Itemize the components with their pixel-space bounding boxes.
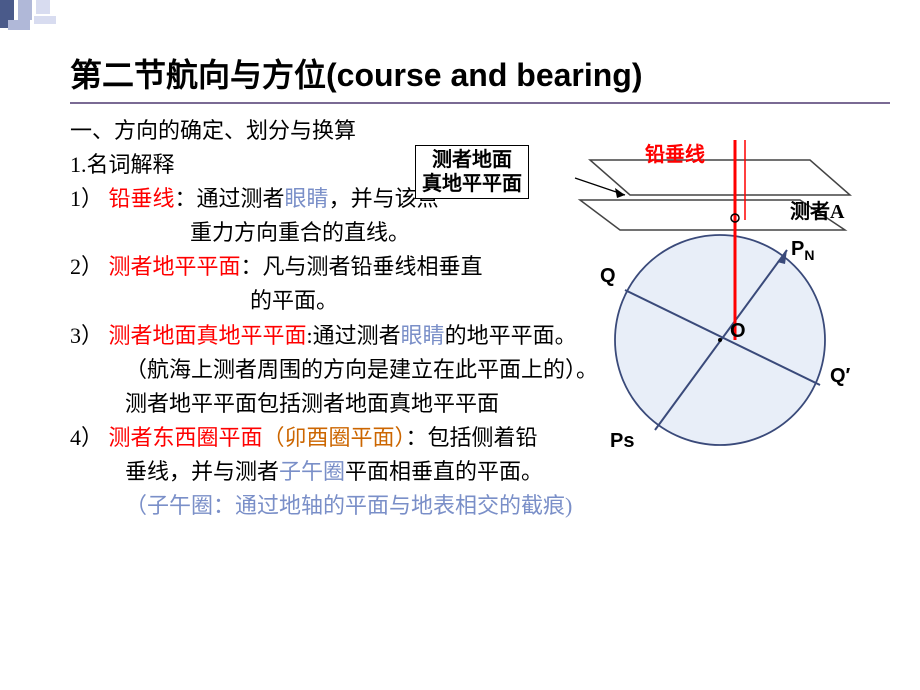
plane-upper (590, 160, 850, 195)
heading-terms: 1.名词解释 (70, 148, 630, 182)
item1-text1: ：通过测者 (175, 186, 285, 211)
item4-num: 4） (70, 425, 103, 450)
callout-box: 测者地面 真地平平面 (415, 145, 529, 199)
item3-num: 3） (70, 323, 103, 348)
item4-blue: 子午圈 (279, 459, 345, 484)
item-4-note: （子午圈：通过地轴的平面与地表相交的截痕) (70, 489, 630, 523)
item-3-line1: 3） 测者地面真地平平面:通过测者眼睛的地平平面。 (70, 319, 630, 353)
item2-term: 测者地平平面 (109, 254, 241, 279)
item4-note-a: （ (125, 493, 147, 518)
item-4-line1: 4） 测者东西圈平面（卯酉圈平面）：包括侧着铅 (70, 421, 630, 455)
item-3-note: （航海上测者周围的方向是建立在此平面上的）。 (70, 353, 630, 387)
callout-line2: 真地平平面 (422, 173, 522, 195)
label-PN: PN (791, 238, 814, 263)
label-PN-sub: N (804, 247, 814, 263)
item3-text1: :通过测者 (307, 323, 401, 348)
label-plumb: 铅垂线 (645, 138, 705, 167)
item-1-line1: 1） 铅垂线：通过测者眼睛，并与该点 (70, 182, 630, 216)
item-3-line3: 测者地平平面包括测者地面真地平平面 (70, 387, 630, 421)
callout-line1: 测者地面 (432, 149, 512, 171)
item3-blue: 眼睛 (401, 323, 445, 348)
label-Qprime: Q′ (830, 365, 850, 388)
diagram-svg (555, 140, 895, 490)
item-2-line1: 2） 测者地平平面：凡与测者铅垂线相垂直 (70, 250, 630, 284)
item1-num: 1） (70, 186, 103, 211)
title-underline (70, 102, 890, 104)
heading-section: 一、方向的确定、划分与换算 (70, 114, 630, 148)
item1-blue: 眼睛 (285, 186, 329, 211)
item4-term: 测者东西圈平面 (109, 425, 263, 450)
item2-num: 2） (70, 254, 103, 279)
item-4-line2: 垂线，并与测者子午圈平面相垂直的平面。 (70, 455, 630, 489)
body-text: 一、方向的确定、划分与换算 1.名词解释 1） 铅垂线：通过测者眼睛，并与该点 … (70, 114, 630, 523)
label-observer: 测者A (790, 195, 844, 224)
label-O: O (730, 320, 746, 343)
item1-term: 铅垂线 (109, 186, 175, 211)
item4-paren: （卯酉圈平面） (263, 425, 406, 450)
item4-note-b: ：通过地轴的平面与地表相交的截痕) (213, 493, 572, 518)
item-1-line2: 重力方向重合的直线。 (70, 216, 630, 250)
corner-decoration (0, 0, 200, 40)
slide-title: 第二节航向与方位(course and bearing) (70, 50, 890, 96)
label-Q: Q (600, 265, 616, 288)
item4-text1: ：包括侧着铅 (406, 425, 538, 450)
label-Ps: Ps (610, 430, 634, 453)
item3-term: 测者地面真地平平面 (109, 323, 307, 348)
item4-note-blue: 子午圈 (147, 493, 213, 518)
item4-line2b: 平面相垂直的平面。 (345, 459, 543, 484)
diagram-area: 测者地面 真地平平面 铅垂线 测者A PN Q O Q′ Ps (555, 140, 895, 490)
item2-text1: ：凡与测者铅垂线相垂直 (241, 254, 483, 279)
item-2-line2: 的平面。 (70, 284, 630, 318)
label-PN-main: P (791, 238, 804, 260)
center-point (718, 338, 722, 342)
item4-line2a: 垂线，并与测者 (125, 459, 279, 484)
